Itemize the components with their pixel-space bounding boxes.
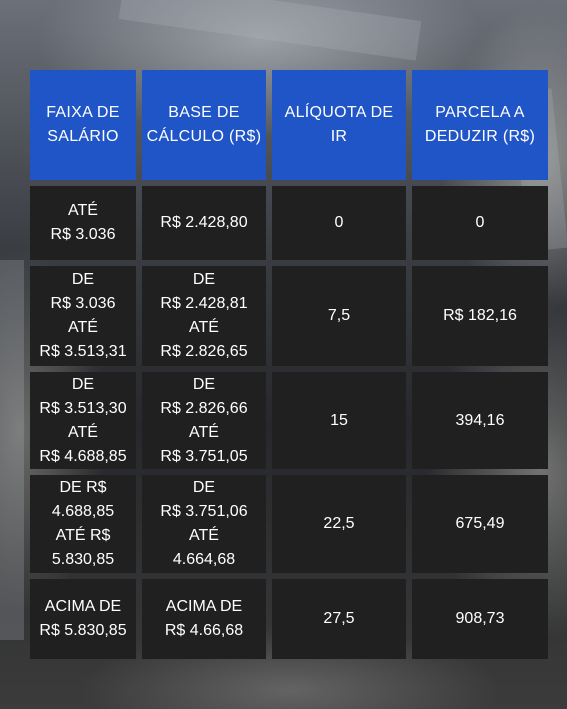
income-tax-table: FAIXA DE SALÁRIO BASE DE CÁLCULO (R$) AL… <box>24 64 554 665</box>
table-row: DE R$ 3.036 ATÉ R$ 3.513,31 DE R$ 2.428,… <box>30 266 548 366</box>
header-aliquota: ALÍQUOTA DE IR <box>272 70 406 180</box>
cell-aliquota: 15 <box>272 372 406 469</box>
header-row: FAIXA DE SALÁRIO BASE DE CÁLCULO (R$) AL… <box>30 70 548 180</box>
cell-base: DE R$ 2.428,81 ATÉ R$ 2.826,65 <box>142 266 266 366</box>
cell-aliquota: 7,5 <box>272 266 406 366</box>
table-row: ATÉ R$ 3.036 R$ 2.428,80 0 0 <box>30 186 548 260</box>
cell-base: DE R$ 2.826,66 ATÉ R$ 3.751,05 <box>142 372 266 469</box>
header-faixa-salario: FAIXA DE SALÁRIO <box>30 70 136 180</box>
cell-parcela: 394,16 <box>412 372 548 469</box>
cell-faixa: DE R$ 3.036 ATÉ R$ 3.513,31 <box>30 266 136 366</box>
cell-aliquota: 22,5 <box>272 475 406 573</box>
table-row: DE R$ 4.688,85 ATÉ R$ 5.830,85 DE R$ 3.7… <box>30 475 548 573</box>
header-base-calculo: BASE DE CÁLCULO (R$) <box>142 70 266 180</box>
cell-parcela: R$ 182,16 <box>412 266 548 366</box>
table-row: DE R$ 3.513,30 ATÉ R$ 4.688,85 DE R$ 2.8… <box>30 372 548 469</box>
cell-faixa: ACIMA DE R$ 5.830,85 <box>30 579 136 659</box>
header-parcela-deduzir: PARCELA A DEDUZIR (R$) <box>412 70 548 180</box>
cell-faixa: DE R$ 3.513,30 ATÉ R$ 4.688,85 <box>30 372 136 469</box>
banknote-edge-left <box>0 260 24 640</box>
cell-aliquota: 27,5 <box>272 579 406 659</box>
cell-base: DE R$ 3.751,06 ATÉ 4.664,68 <box>142 475 266 573</box>
cell-base: R$ 2.428,80 <box>142 186 266 260</box>
table-row: ACIMA DE R$ 5.830,85 ACIMA DE R$ 4.66,68… <box>30 579 548 659</box>
cell-base: ACIMA DE R$ 4.66,68 <box>142 579 266 659</box>
cell-parcela: 0 <box>412 186 548 260</box>
cell-faixa: ATÉ R$ 3.036 <box>30 186 136 260</box>
cell-faixa: DE R$ 4.688,85 ATÉ R$ 5.830,85 <box>30 475 136 573</box>
cell-parcela: 675,49 <box>412 475 548 573</box>
cell-parcela: 908,73 <box>412 579 548 659</box>
cell-aliquota: 0 <box>272 186 406 260</box>
